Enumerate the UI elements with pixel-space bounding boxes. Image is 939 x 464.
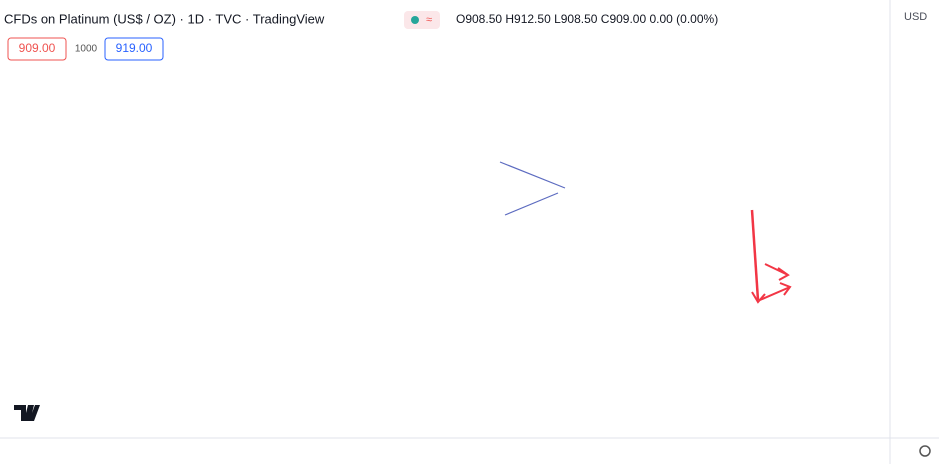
settings-icon[interactable] (919, 445, 931, 457)
status-dot (411, 16, 419, 24)
buy-price: 919.00 (116, 41, 153, 55)
status-icon: ≈ (426, 14, 432, 26)
ohlc-legend: O908.50 H912.50 L908.50 C909.00 0.00 (0.… (456, 12, 718, 26)
chart-title: CFDs on Platinum (US$ / OZ) · 1D · TVC ·… (4, 11, 325, 26)
sell-price: 909.00 (19, 41, 56, 55)
drawings (499, 161, 792, 304)
spread: 1000 (75, 44, 98, 55)
tv-logo (14, 405, 40, 421)
currency[interactable]: USD (904, 11, 927, 23)
sell-button[interactable] (7, 37, 67, 61)
indicator-toggle[interactable] (404, 11, 440, 29)
buy-button[interactable] (104, 37, 164, 61)
